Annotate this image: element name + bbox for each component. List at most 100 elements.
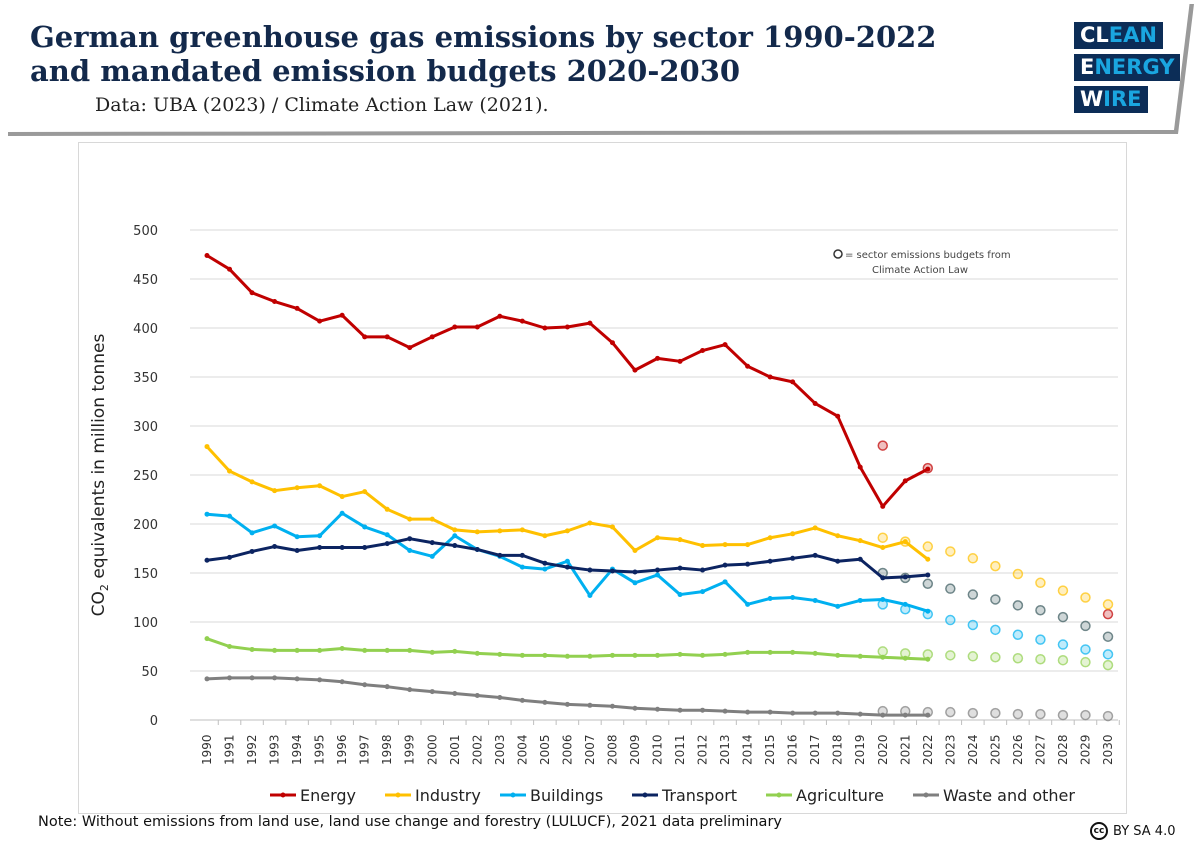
- data-point-transport: [609, 568, 615, 574]
- chart-title: German greenhouse gas emissions by secto…: [30, 20, 936, 88]
- data-point-industry: [790, 531, 796, 537]
- data-point-waste-and-other: [655, 706, 660, 712]
- budget-marker-transport: [1012, 600, 1024, 611]
- budget-marker-agriculture: [877, 646, 888, 657]
- data-point-buildings: [902, 601, 908, 607]
- budget-marker-waste-and-other: [945, 706, 956, 718]
- data-point-transport: [790, 555, 796, 561]
- data-point-buildings: [384, 532, 390, 538]
- budget-marker-energy: [1102, 608, 1114, 620]
- data-point-agriculture: [542, 652, 548, 658]
- series-line-energy: [206, 254, 929, 508]
- data-point-transport: [722, 562, 728, 568]
- data-point-transport: [542, 560, 548, 566]
- x-tick-label: 2023: [943, 734, 957, 765]
- data-point-transport: [474, 546, 480, 552]
- x-tick-label: 1994: [290, 734, 304, 765]
- data-point-industry: [429, 516, 435, 522]
- x-tick-label: 2017: [808, 734, 822, 765]
- y-tick-label: 300: [133, 420, 158, 435]
- data-point-transport: [587, 567, 593, 573]
- data-point-transport: [880, 575, 886, 581]
- budget-marker-buildings: [1057, 639, 1069, 650]
- data-point-buildings: [429, 553, 435, 559]
- data-point-industry: [452, 527, 458, 533]
- data-point-waste-and-other: [812, 710, 818, 716]
- legend-label-agriculture: Agriculture: [796, 786, 884, 805]
- data-point-industry: [519, 527, 525, 533]
- data-point-industry: [362, 489, 368, 495]
- data-point-buildings: [835, 603, 841, 609]
- budget-marker-transport: [945, 583, 956, 594]
- data-point-waste-and-other: [294, 676, 300, 682]
- data-point-industry: [632, 547, 638, 553]
- data-point-industry: [407, 516, 413, 522]
- data-point-industry: [542, 533, 548, 539]
- data-point-agriculture: [294, 647, 300, 653]
- y-tick-label: 450: [133, 273, 158, 288]
- data-point-waste-and-other: [767, 709, 773, 715]
- data-point-buildings: [407, 547, 413, 553]
- data-point-transport: [745, 561, 751, 567]
- data-point-waste-and-other: [880, 712, 886, 718]
- budget-marker-industry: [1057, 585, 1069, 596]
- data-point-transport: [767, 558, 773, 564]
- y-axis-label: CO2 equivalents in million tonnes: [89, 334, 111, 617]
- data-point-transport: [317, 545, 323, 551]
- legend-marker-buildings: [510, 792, 516, 798]
- y-tick-label: 250: [133, 469, 158, 484]
- data-point-transport: [812, 552, 818, 558]
- budget-marker-industry: [922, 541, 934, 552]
- data-point-industry: [902, 539, 908, 545]
- budget-marker-industry: [1035, 577, 1046, 589]
- data-point-agriculture: [902, 655, 908, 661]
- data-point-transport: [564, 564, 570, 570]
- legend-label-waste-and-other: Waste and other: [943, 786, 1075, 805]
- data-point-industry: [835, 533, 841, 539]
- x-tick-label: 2008: [605, 734, 619, 765]
- data-point-industry: [564, 528, 570, 534]
- budget-marker-buildings: [1035, 634, 1046, 645]
- data-point-industry: [700, 543, 706, 549]
- data-point-buildings: [812, 597, 818, 603]
- data-point-waste-and-other: [339, 679, 345, 685]
- x-tick-label: 1998: [380, 734, 394, 765]
- data-point-waste-and-other: [677, 707, 683, 713]
- data-point-waste-and-other: [429, 689, 435, 695]
- data-point-agriculture: [519, 652, 525, 658]
- data-point-transport: [677, 565, 683, 571]
- data-point-waste-and-other: [362, 682, 368, 688]
- data-point-energy: [452, 324, 458, 330]
- data-point-industry: [317, 483, 323, 489]
- x-tick-label: 2013: [718, 734, 732, 765]
- data-point-energy: [519, 318, 525, 324]
- data-point-buildings: [745, 601, 751, 607]
- data-point-energy: [339, 312, 345, 318]
- data-point-transport: [519, 552, 525, 558]
- creative-commons-icon: cc: [1090, 822, 1108, 840]
- legend-label-industry: Industry: [415, 786, 481, 805]
- x-tick-label: 1996: [335, 734, 349, 765]
- y-tick-label: 0: [150, 714, 158, 729]
- x-tick-label: 2024: [966, 734, 980, 765]
- y-tick-label: 50: [141, 665, 158, 680]
- data-point-agriculture: [700, 652, 706, 658]
- legend-marker-energy: [280, 792, 286, 798]
- data-point-buildings: [452, 533, 458, 539]
- budget-marker-legend-icon: [833, 249, 843, 259]
- legend-label-transport: Transport: [661, 786, 737, 805]
- x-tick-label: 2030: [1101, 734, 1115, 765]
- data-point-agriculture: [362, 647, 368, 653]
- data-point-energy: [542, 325, 548, 331]
- budget-marker-industry: [1012, 568, 1024, 580]
- data-point-waste-and-other: [497, 694, 503, 700]
- budget-marker-waste-and-other: [1057, 709, 1069, 721]
- data-point-energy: [407, 345, 413, 351]
- data-point-buildings: [722, 579, 728, 585]
- data-point-buildings: [362, 524, 368, 530]
- legend-marker-industry: [395, 792, 401, 798]
- data-point-buildings: [294, 534, 300, 540]
- data-point-buildings: [857, 597, 863, 603]
- series-line-transport: [206, 537, 928, 580]
